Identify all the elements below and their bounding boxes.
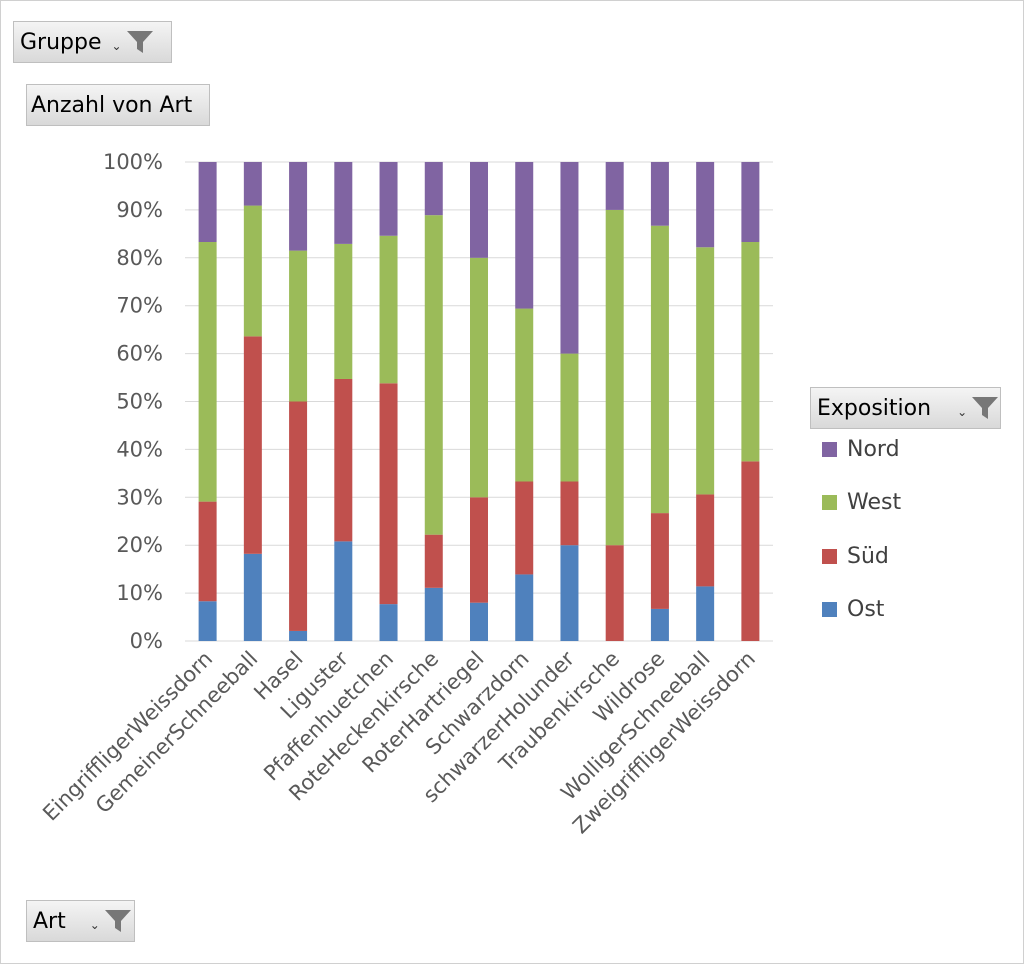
bar-segment-west <box>650 225 669 514</box>
bar-segment-sd <box>605 545 624 641</box>
bar-segment-west <box>424 215 443 535</box>
filter-button-gruppe[interactable]: Gruppe ⌄ <box>13 21 172 63</box>
bar-segment-west <box>243 205 262 337</box>
bar-segment-nord <box>198 162 217 242</box>
bar-segment-nord <box>560 162 579 354</box>
y-tick-label: 20% <box>116 533 163 557</box>
bar-segment-ost <box>515 574 534 641</box>
bar-segment-west <box>741 241 760 462</box>
bar-segment-sd <box>334 378 353 542</box>
bar-segment-sd <box>470 497 488 603</box>
bar-segment-ost <box>334 541 353 641</box>
bar-segment-nord <box>379 162 398 236</box>
bar-segment-ost <box>560 545 579 641</box>
bar-segment-sd <box>379 383 398 605</box>
bar-segment-west <box>198 241 217 502</box>
bar-segment-nord <box>470 162 488 258</box>
bar-segment-ost <box>243 553 262 641</box>
legend-swatch <box>822 548 837 564</box>
legend-item[interactable]: West <box>822 490 901 516</box>
bar-segment-sd <box>560 481 579 546</box>
bar-segment-nord <box>334 162 353 244</box>
bar-segment-west <box>560 353 579 482</box>
bar-segment-nord <box>696 162 715 248</box>
filter-funnel-icon <box>126 31 153 53</box>
y-tick-label: 30% <box>116 485 163 509</box>
bar-segment-sd <box>696 494 715 587</box>
bar-segment-nord <box>289 162 308 251</box>
x-category-label: EingriffligerWeissdorn <box>38 647 217 826</box>
bar-segment-nord <box>424 162 443 216</box>
y-tick-label: 10% <box>116 581 163 605</box>
bar-segment-west <box>515 308 534 482</box>
bar-segment-ost <box>198 601 217 641</box>
bar-segment-west <box>605 209 624 546</box>
y-tick-label: 100% <box>103 150 163 174</box>
bar-segment-west <box>289 250 308 402</box>
dropdown-arrow-icon: ⌄ <box>89 918 100 932</box>
legend-swatch <box>822 602 837 617</box>
value-field-label: Anzahl von Art <box>31 92 193 118</box>
legend-swatch <box>822 441 837 457</box>
y-tick-label: 0% <box>130 629 163 653</box>
legend-label: Süd <box>847 543 889 569</box>
bar-segment-sd <box>650 513 669 609</box>
bar-segment-west <box>470 257 488 498</box>
bar-segment-sd <box>243 336 262 554</box>
bar-segment-ost <box>650 608 669 641</box>
bar-segment-nord <box>605 162 624 210</box>
value-field-button-anzahl[interactable]: Anzahl von Art <box>26 84 210 126</box>
filter-label-gruppe: Gruppe <box>20 29 102 55</box>
legend-item[interactable]: Süd <box>822 543 889 569</box>
bar-segment-west <box>334 243 353 379</box>
y-tick-label: 80% <box>116 246 163 270</box>
legend-item[interactable]: Ost <box>822 597 884 623</box>
bar-segment-sd <box>741 461 760 641</box>
legend-swatch <box>822 495 837 510</box>
y-tick-label: 70% <box>116 294 163 318</box>
dropdown-arrow-icon: ⌄ <box>111 39 122 53</box>
bar-segment-west <box>379 235 398 384</box>
bar-segment-sd <box>289 401 308 631</box>
bar-segment-ost <box>289 630 308 641</box>
bar-segment-west <box>696 247 715 495</box>
bar-segment-ost <box>696 586 715 641</box>
y-tick-label: 50% <box>116 390 163 414</box>
y-tick-label: 40% <box>116 437 163 461</box>
axis-field-label: Art <box>33 908 66 934</box>
legend-label: West <box>847 490 902 515</box>
bar-segment-ost <box>379 604 398 641</box>
legend-field-button-exposition[interactable]: Exposition ⌄ <box>810 387 1001 429</box>
bar-segment-nord <box>650 162 669 226</box>
bar-segment-nord <box>243 162 262 206</box>
bar-segment-nord <box>515 162 534 309</box>
bar-segment-sd <box>198 501 217 602</box>
bar-segment-ost <box>424 587 443 641</box>
filter-funnel-icon <box>972 397 999 419</box>
filter-funnel-icon <box>104 910 131 932</box>
y-tick-label: 90% <box>116 198 163 222</box>
legend-item[interactable]: Nord <box>822 436 900 462</box>
dropdown-arrow-icon: ⌄ <box>957 405 968 419</box>
legend-field-label: Exposition <box>817 395 932 421</box>
y-tick-label: 60% <box>116 342 163 366</box>
bar-segment-ost <box>470 602 488 641</box>
axis-field-button-art[interactable]: Art ⌄ <box>26 900 135 942</box>
bar-segment-sd <box>515 481 534 575</box>
bar-segment-nord <box>741 162 760 242</box>
legend-label: Ost <box>847 597 885 622</box>
bar-segment-sd <box>424 534 443 588</box>
legend-label: Nord <box>847 436 900 462</box>
